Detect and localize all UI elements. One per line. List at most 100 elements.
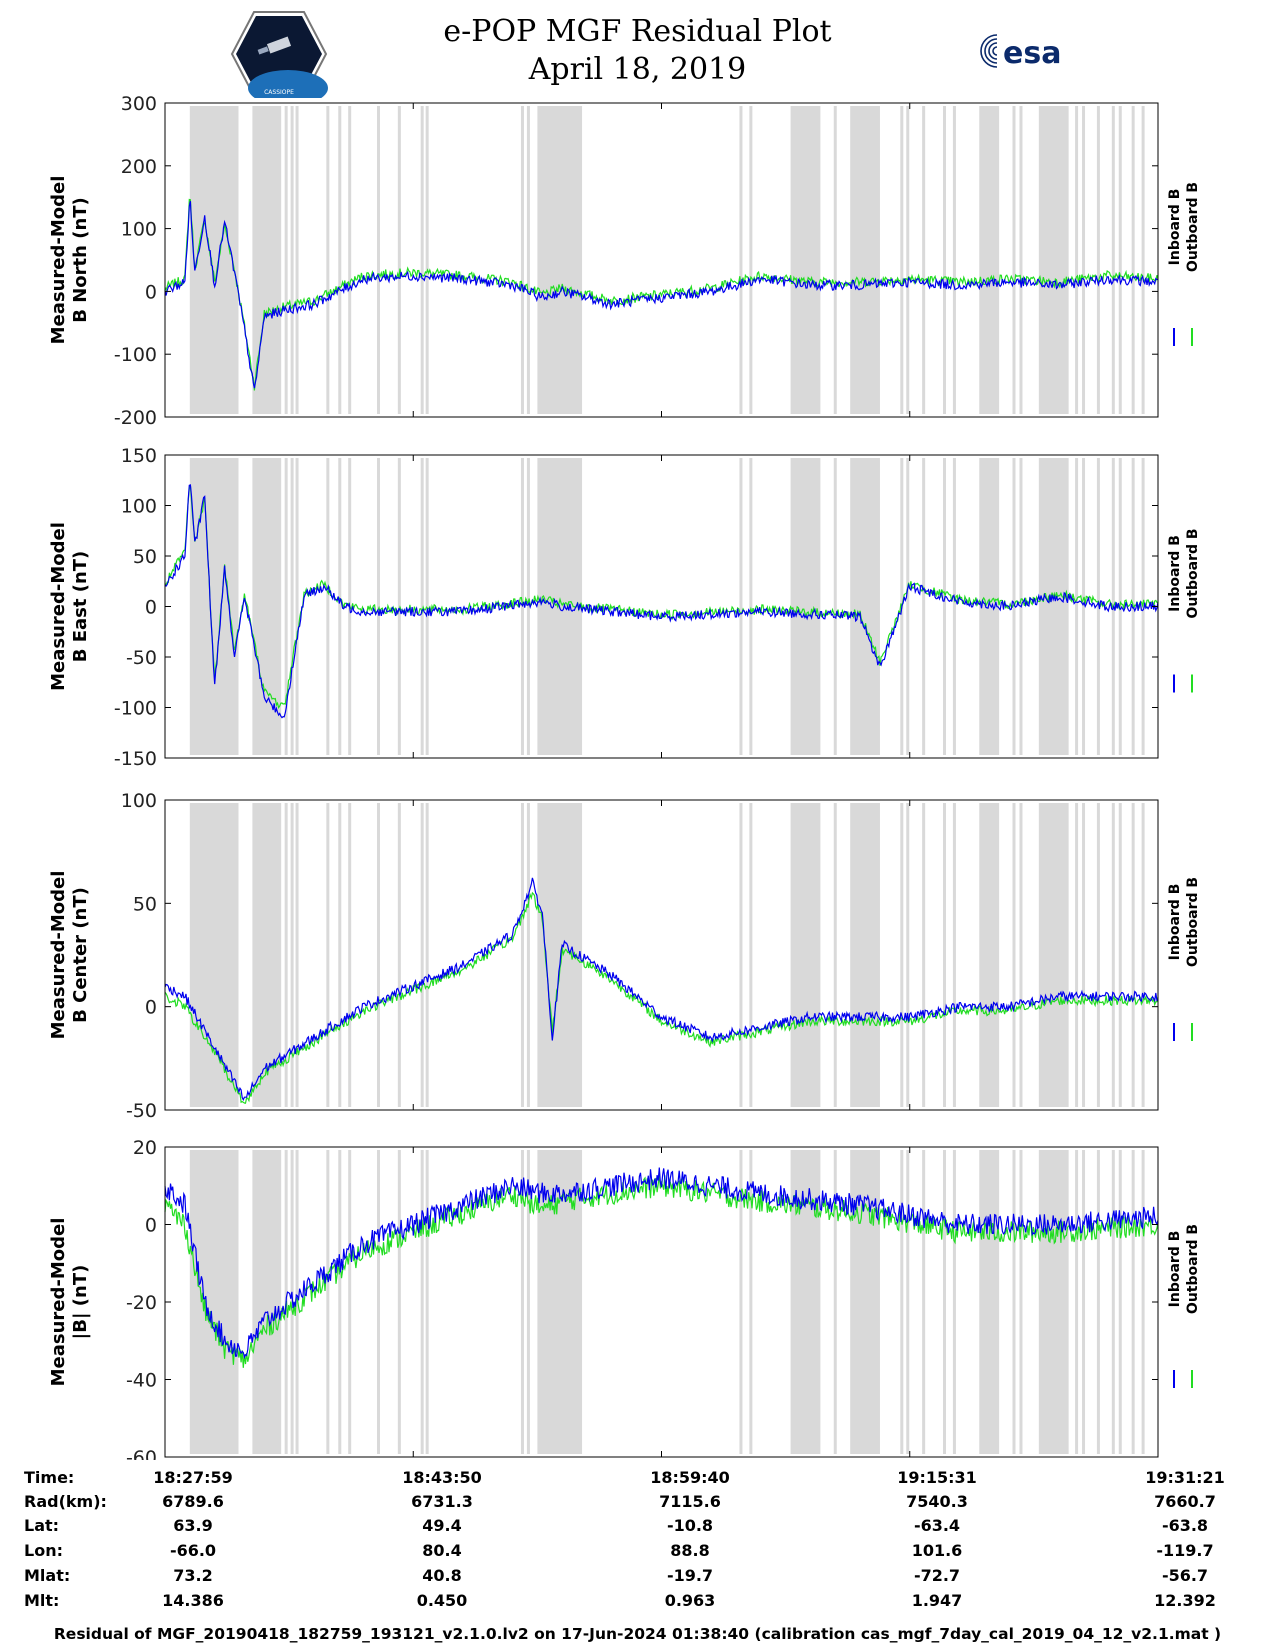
- shade-line: [922, 458, 926, 755]
- y-tick-label: -50: [126, 647, 157, 669]
- shade-line: [526, 1150, 530, 1454]
- legend-outboard-label: Outboard B: [1185, 528, 1201, 618]
- y-tick-label: -200: [114, 407, 157, 429]
- title-line-1: e-POP MGF Residual Plot: [443, 14, 832, 49]
- shade-line: [1019, 1150, 1023, 1454]
- y-tick-label: 20: [133, 1137, 157, 1159]
- shade-line: [739, 1150, 743, 1454]
- shade-band: [979, 803, 1000, 1107]
- legend-outboard-label: Outboard B: [1185, 877, 1201, 967]
- shade-line: [1111, 803, 1115, 1107]
- shade-line: [1131, 803, 1135, 1107]
- info-value: 80.4: [422, 1541, 462, 1560]
- shade-band: [850, 106, 880, 414]
- shade-line: [420, 458, 424, 755]
- axes-box: [164, 102, 1159, 418]
- y-tick-label: -100: [114, 698, 157, 720]
- info-value: 6789.6: [162, 1492, 224, 1511]
- shade-line: [425, 458, 429, 755]
- shade-line: [290, 803, 294, 1107]
- shade-line: [425, 106, 429, 414]
- y-axis-label: |B| (nT): [70, 1265, 91, 1340]
- shade-band: [850, 458, 880, 755]
- legend-inboard-label: Inboard B: [1167, 189, 1183, 266]
- shade-line: [900, 1150, 904, 1454]
- shade-band: [790, 803, 821, 1107]
- shade-band: [1038, 1150, 1069, 1454]
- shade-line: [952, 106, 956, 414]
- shade-line: [338, 1150, 342, 1454]
- y-tick-label: 50: [133, 893, 157, 915]
- shade-line: [397, 106, 401, 414]
- shade-line: [922, 1150, 926, 1454]
- y-tick-label: 100: [121, 790, 157, 812]
- shade-line: [1118, 106, 1122, 414]
- info-value: -72.7: [913, 1566, 961, 1585]
- shade-line: [1075, 1150, 1079, 1454]
- y-tick-label: 100: [121, 219, 157, 241]
- shade-line: [906, 458, 910, 755]
- info-value: -19.7: [666, 1566, 714, 1585]
- title-line-2: April 18, 2019: [528, 52, 747, 87]
- shade-line: [1019, 803, 1023, 1107]
- y-tick-label: -60: [126, 1447, 157, 1460]
- shade-band: [850, 1150, 880, 1454]
- shade-line: [420, 1150, 424, 1454]
- shade-band: [252, 803, 282, 1107]
- info-row-label: Lon:: [24, 1541, 63, 1560]
- inboard-trace: [164, 877, 1159, 1102]
- shade-line: [290, 458, 294, 755]
- y-tick-label: 0: [145, 597, 157, 619]
- shade-line: [1141, 106, 1145, 414]
- info-value: 49.4: [422, 1516, 462, 1535]
- shade-line: [900, 106, 904, 414]
- shade-line: [1131, 1150, 1135, 1454]
- shade-band: [979, 458, 1000, 755]
- info-value: 88.8: [670, 1541, 710, 1560]
- esa-logo-text: esa: [1003, 36, 1061, 71]
- shade-line: [1082, 1150, 1086, 1454]
- shade-line: [900, 803, 904, 1107]
- shade-band: [1038, 106, 1069, 414]
- info-row-label: Time:: [24, 1468, 75, 1487]
- info-value: 7540.3: [906, 1492, 968, 1511]
- y-tick-label: 300: [121, 93, 157, 115]
- shade-line: [526, 803, 530, 1107]
- shade-line: [326, 106, 330, 414]
- y-tick-label: 150: [121, 445, 157, 467]
- shade-line: [295, 803, 299, 1107]
- info-value: 63.9: [173, 1516, 213, 1535]
- inboard-trace: [164, 200, 1158, 389]
- y-tick-label: 0: [145, 997, 157, 1019]
- shade-band: [979, 106, 1000, 414]
- info-value: -63.4: [913, 1516, 961, 1535]
- y-axis-label: B East (nT): [70, 551, 91, 663]
- shade-band: [790, 106, 821, 414]
- shade-line: [348, 803, 352, 1107]
- shade-line: [420, 803, 424, 1107]
- shade-band: [1038, 458, 1069, 755]
- esa-logo: esa: [980, 33, 1061, 71]
- axes-box: [164, 799, 1159, 1111]
- shade-band: [252, 1150, 282, 1454]
- legend-inboard-label: Inboard B: [1167, 884, 1183, 961]
- shade-line: [1019, 106, 1023, 414]
- shade-line: [952, 458, 956, 755]
- cassiope-logo: CASSIOPE: [230, 11, 328, 98]
- shade-line: [338, 458, 342, 755]
- shade-line: [1118, 1150, 1122, 1454]
- shade-line: [290, 106, 294, 414]
- info-value: 7115.6: [659, 1492, 721, 1511]
- shade-line: [326, 458, 330, 755]
- info-value: 0.963: [664, 1591, 716, 1610]
- shade-line: [1141, 458, 1145, 755]
- y-tick-label: -150: [114, 748, 157, 770]
- shade-line: [906, 1150, 910, 1454]
- shade-line: [1075, 458, 1079, 755]
- shade-band: [979, 1150, 1000, 1454]
- shade-line: [922, 803, 926, 1107]
- shade-line: [526, 106, 530, 414]
- info-value: 12.392: [1154, 1591, 1216, 1610]
- shade-line: [922, 106, 926, 414]
- footer-caption: Residual of MGF_20190418_182759_193121_v…: [53, 1625, 1222, 1643]
